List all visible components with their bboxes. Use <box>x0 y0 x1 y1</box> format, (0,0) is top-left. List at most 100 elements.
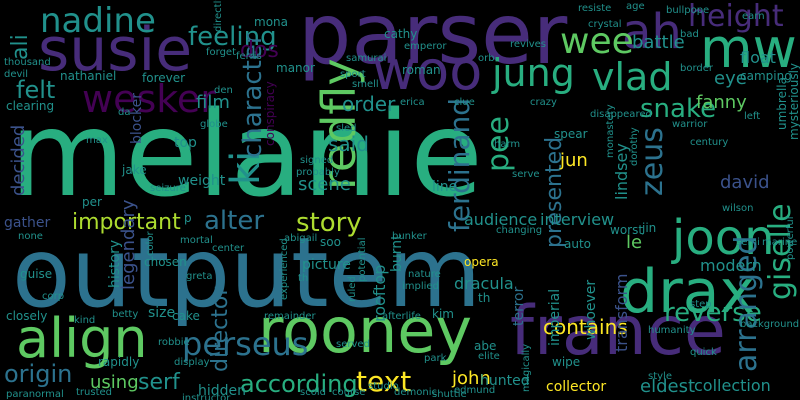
cloud-word: melanie <box>10 85 483 223</box>
cloud-word: imperial <box>547 288 563 346</box>
cloud-word: directly <box>213 0 224 32</box>
cloud-word: robbie <box>158 337 190 348</box>
cloud-word: france <box>510 292 726 371</box>
cloud-word: mona <box>254 15 288 29</box>
cloud-word: orb <box>478 53 495 64</box>
cloud-word: umbrella <box>775 77 789 130</box>
cloud-word: wesker <box>82 77 216 121</box>
cloud-word: interview <box>540 210 615 229</box>
cloud-word: border <box>680 63 714 74</box>
cloud-word: changing <box>496 225 543 236</box>
cloud-word: step <box>690 299 712 310</box>
cloud-word: size <box>148 305 176 321</box>
cloud-word: text <box>356 365 412 398</box>
cloud-word: soo <box>320 235 341 249</box>
cloud-word: using <box>90 372 139 393</box>
cloud-word: experienced <box>279 238 290 300</box>
cloud-word: susie <box>38 15 193 85</box>
cloud-word: earn <box>742 11 765 22</box>
cloud-word: mw <box>700 17 797 80</box>
cloud-word: modern <box>700 256 762 275</box>
cloud-word: left <box>744 111 761 122</box>
cloud-word: dos <box>240 38 279 63</box>
cloud-word: wipe <box>552 355 581 369</box>
cloud-word: th <box>478 291 491 305</box>
cloud-word: weight <box>178 173 226 189</box>
cloud-word: warrior <box>672 119 708 130</box>
cloud-word: worst <box>610 223 644 237</box>
cloud-word: crazy <box>530 97 557 108</box>
cloud-word: closely <box>6 309 48 323</box>
cloud-word: color <box>145 231 156 256</box>
cloud-word: scold <box>300 387 326 398</box>
cloud-word: disappeared <box>590 109 652 120</box>
cloud-word: line <box>432 179 458 195</box>
cloud-word: edmund <box>454 385 496 396</box>
cloud-word: background <box>740 319 800 330</box>
cloud-word: opera <box>464 255 499 269</box>
cloud-word: clearing <box>6 99 55 113</box>
cloud-word: emperor <box>404 41 447 52</box>
cloud-word: max <box>86 135 108 146</box>
cloud-word: semi <box>736 237 760 248</box>
cloud-word: jung <box>492 51 575 95</box>
cloud-word: quick <box>690 347 717 358</box>
cloud-word: le <box>626 232 643 253</box>
cloud-word: devil <box>4 69 28 80</box>
cloud-word: p <box>184 211 192 225</box>
cloud-word: bad <box>680 29 699 40</box>
cloud-word: nadine <box>40 1 156 41</box>
cloud-word: century <box>690 137 729 148</box>
cloud-word: samurai <box>346 53 387 64</box>
cloud-word: afterlife <box>382 311 421 322</box>
cloud-word: elite <box>478 351 500 362</box>
cloud-word: mysteriously <box>787 62 800 140</box>
cloud-word: joon <box>672 210 775 266</box>
cloud-word: magically <box>521 343 532 392</box>
cloud-word: film <box>196 92 230 113</box>
cloud-word: revives <box>510 39 547 50</box>
cloud-word: perseus <box>182 325 309 363</box>
cloud-word: outputem <box>12 217 482 329</box>
cloud-word: forget <box>206 47 236 58</box>
cloud-word: kind <box>74 315 96 326</box>
cloud-word: course <box>332 387 366 398</box>
cloud-word: instructor <box>182 393 231 400</box>
cloud-word: cathy <box>384 27 418 41</box>
cloud-word: corp <box>42 291 65 302</box>
cloud-word: wee <box>560 21 634 62</box>
cloud-word: john <box>452 368 491 389</box>
cloud-word: drax <box>620 257 756 327</box>
cloud-word: bullpope <box>666 5 710 16</box>
cloud-word: cake <box>172 309 200 323</box>
cloud-word: feeling <box>188 22 277 52</box>
cloud-word: guise <box>20 267 53 281</box>
cloud-word: collector <box>546 379 607 395</box>
cloud-word: nathaniel <box>60 69 117 83</box>
cloud-word: shuttle <box>432 389 467 400</box>
cloud-word: ruled <box>347 276 358 302</box>
cloud-word: remainder <box>264 311 316 322</box>
cloud-word: abigail <box>284 233 318 244</box>
cloud-word: felt <box>16 76 56 104</box>
cloud-word: paranormal <box>6 389 64 400</box>
cloud-word: history <box>107 239 123 288</box>
cloud-word: whoever <box>583 279 599 340</box>
cloud-word: parser <box>298 0 568 83</box>
cloud-word: dorothy <box>629 127 640 166</box>
cloud-word: clue <box>454 97 475 108</box>
cloud-word: rooney <box>258 294 473 367</box>
cloud-word: dracula <box>454 274 514 293</box>
cloud-word: wilson <box>722 203 754 214</box>
cloud-word: jin <box>642 221 657 235</box>
cloud-word: signed <box>300 155 334 166</box>
cloud-word: smell <box>352 79 379 90</box>
cloud-word: park <box>424 353 447 364</box>
cloud-word: hunted <box>480 373 530 389</box>
cloud-word: per <box>82 195 102 209</box>
cloud-word: jake <box>122 163 147 177</box>
cloud-word: top <box>174 135 197 151</box>
cloud-word: harm <box>494 139 521 150</box>
cloud-word: humanity <box>648 325 696 336</box>
cloud-word: float <box>740 48 776 67</box>
